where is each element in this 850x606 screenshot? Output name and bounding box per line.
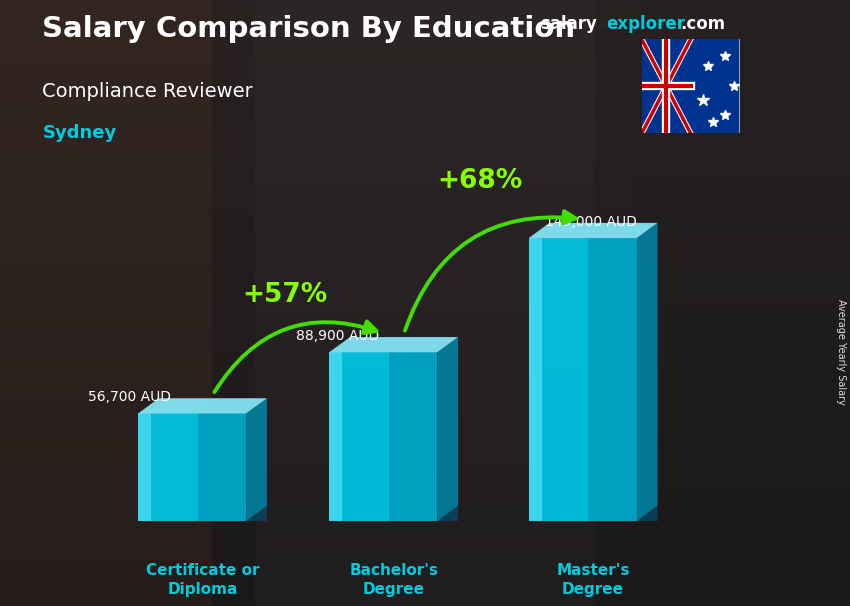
- Polygon shape: [529, 223, 658, 238]
- Text: Compliance Reviewer: Compliance Reviewer: [42, 82, 253, 101]
- Polygon shape: [138, 413, 151, 521]
- Polygon shape: [529, 238, 541, 521]
- Text: Sydney: Sydney: [42, 124, 116, 142]
- Polygon shape: [637, 223, 658, 521]
- Polygon shape: [329, 352, 343, 521]
- Polygon shape: [329, 352, 437, 521]
- Text: salary: salary: [540, 15, 597, 33]
- Text: .com: .com: [680, 15, 725, 33]
- Text: +68%: +68%: [437, 168, 523, 194]
- Polygon shape: [197, 413, 246, 521]
- Text: Bachelor's
Degree: Bachelor's Degree: [349, 563, 438, 596]
- Text: Certificate or
Diploma: Certificate or Diploma: [145, 563, 259, 596]
- Polygon shape: [138, 398, 267, 413]
- Polygon shape: [437, 506, 458, 521]
- Polygon shape: [437, 337, 458, 521]
- Text: Master's
Degree: Master's Degree: [557, 563, 630, 596]
- Text: Average Yearly Salary: Average Yearly Salary: [836, 299, 846, 404]
- Polygon shape: [138, 413, 246, 521]
- Text: 88,900 AUD: 88,900 AUD: [296, 329, 379, 343]
- Polygon shape: [529, 238, 637, 521]
- Polygon shape: [637, 506, 658, 521]
- Text: 56,700 AUD: 56,700 AUD: [88, 390, 171, 404]
- Polygon shape: [388, 352, 437, 521]
- Text: Salary Comparison By Education: Salary Comparison By Education: [42, 15, 575, 43]
- Text: 149,000 AUD: 149,000 AUD: [545, 215, 637, 228]
- Polygon shape: [329, 337, 458, 352]
- Text: explorer: explorer: [606, 15, 685, 33]
- Polygon shape: [588, 238, 637, 521]
- Text: +57%: +57%: [242, 282, 327, 308]
- Polygon shape: [246, 398, 267, 521]
- Polygon shape: [246, 506, 267, 521]
